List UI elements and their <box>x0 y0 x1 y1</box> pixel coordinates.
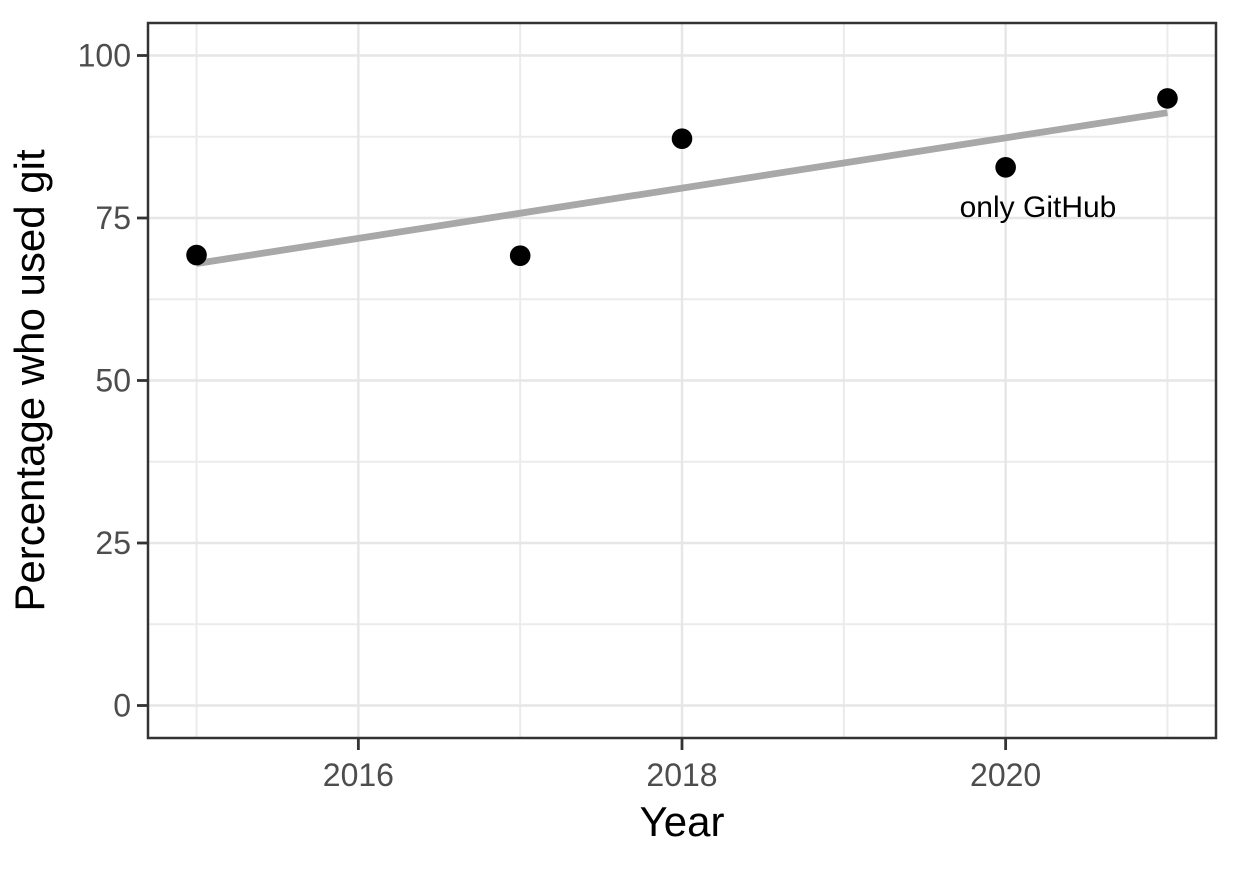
y-axis: 0 25 50 75 100 <box>78 38 147 724</box>
gridlines-major <box>148 23 1216 738</box>
annotation-layer: only GitHub <box>960 191 1117 224</box>
data-point-2021 <box>1157 88 1178 109</box>
y-tick-label-50: 50 <box>95 363 131 399</box>
panel-border <box>146 21 1218 740</box>
trend-line <box>196 109 1168 267</box>
y-tick-label-75: 75 <box>95 200 131 236</box>
data-point-2015 <box>186 244 207 266</box>
y-axis-title: Percentage who used git <box>6 149 53 612</box>
data-point-2018 <box>671 128 693 149</box>
x-tick-label-2020: 2020 <box>970 757 1041 793</box>
x-axis-title: Year <box>640 798 725 845</box>
x-tick-label-2018: 2018 <box>646 757 717 793</box>
annotation-only-github: only GitHub <box>960 191 1117 224</box>
y-tick-label-100: 100 <box>78 38 131 74</box>
y-tick-label-25: 25 <box>95 525 131 561</box>
data-points-layer <box>186 88 1178 266</box>
y-tick-label-0: 0 <box>113 688 131 724</box>
trend-line-layer <box>196 109 1168 267</box>
data-point-2020 <box>995 157 1016 178</box>
data-point-2017 <box>509 245 531 266</box>
x-axis: 2016 2018 2020 <box>323 739 1041 793</box>
x-tick-label-2016: 2016 <box>323 757 394 793</box>
